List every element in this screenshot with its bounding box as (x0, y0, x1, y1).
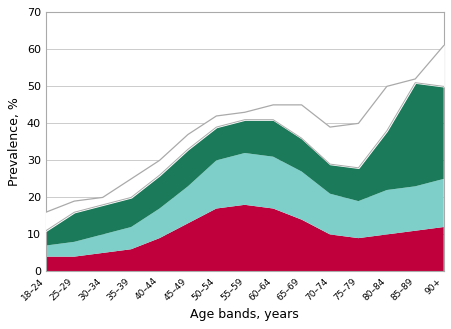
X-axis label: Age bands, years: Age bands, years (190, 308, 299, 321)
Y-axis label: Prevalence, %: Prevalence, % (8, 97, 21, 186)
